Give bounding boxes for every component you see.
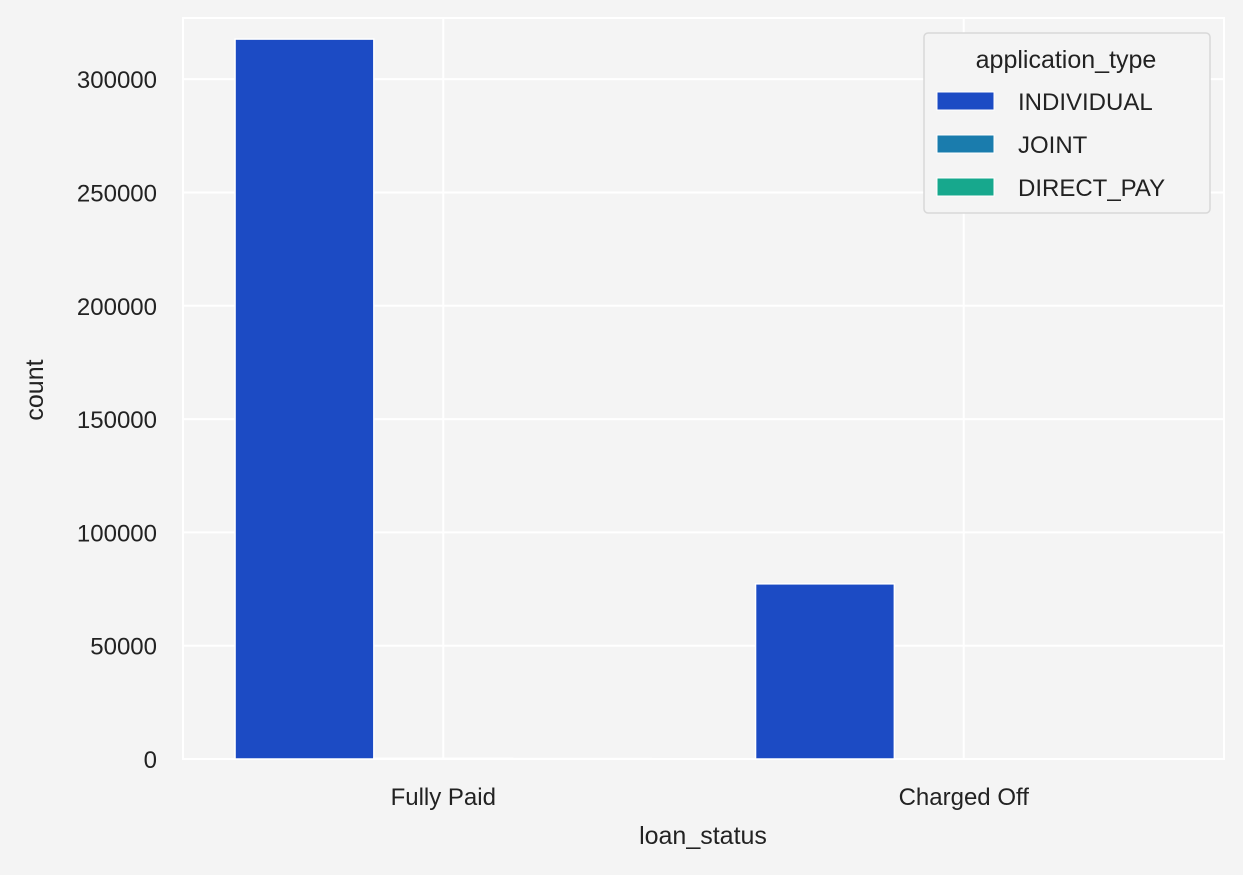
x-tick-label: Charged Off [899,784,1030,811]
y-axis-label: count [21,359,49,420]
x-axis-label: loan_status [639,822,767,850]
legend-label: INDIVIDUAL [1018,89,1153,116]
legend: application_type INDIVIDUAL JOINT DIRECT_P… [924,33,1210,213]
y-tick-label: 0 [144,747,157,774]
legend-title: application_type [976,46,1157,74]
y-tick-label: 100000 [77,520,157,547]
legend-label: DIRECT_PAY [1018,175,1165,202]
legend-swatch [937,92,994,110]
bar-individual [235,39,374,759]
x-tick-label: Fully Paid [391,784,496,811]
y-tick-label: 250000 [77,180,157,207]
y-tick-label: 200000 [77,294,157,321]
legend-swatch [937,178,994,196]
y-tick-label: 150000 [77,407,157,434]
bar-individual [756,584,895,759]
bar-joint [374,758,513,759]
legend-label: JOINT [1018,132,1088,159]
y-tick-label: 50000 [90,634,157,661]
y-tick-label: 300000 [77,67,157,94]
legend-swatch [937,135,994,153]
